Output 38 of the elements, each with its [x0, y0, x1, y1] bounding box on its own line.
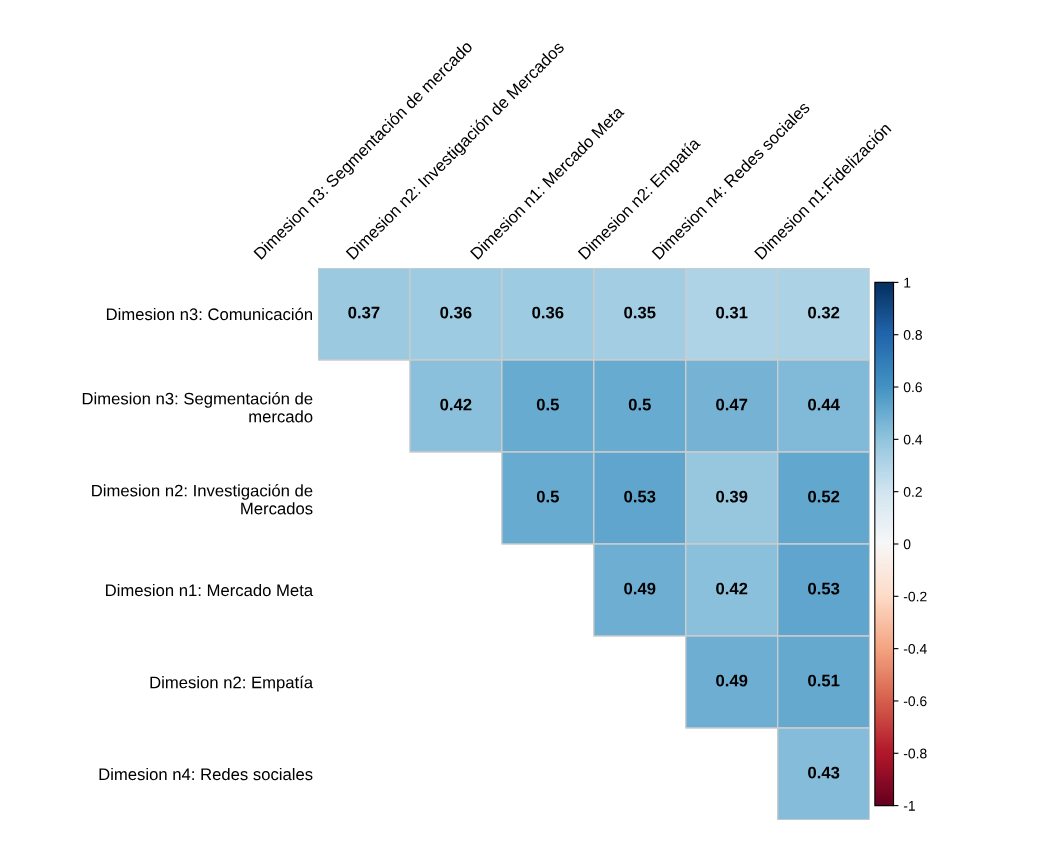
color-bar-label: -0.8: [903, 748, 927, 759]
color-bar-label: -1: [903, 801, 915, 811]
data-label: 0.36: [440, 306, 472, 319]
data-label: 0.39: [716, 490, 748, 503]
color-bar-label: 0.6: [903, 382, 922, 393]
color-bar-label: 0.2: [903, 487, 922, 497]
data-label: 0.37: [348, 306, 380, 319]
data-label: 0.52: [808, 490, 840, 503]
color-bar-label: -0.2: [903, 591, 927, 602]
data-label: 0.5: [536, 398, 559, 411]
data-label: 0.43: [808, 766, 840, 779]
color-bar-label: 0.4: [903, 434, 923, 445]
data-label: 0.42: [440, 398, 472, 411]
y-tick-label: Dimesion n2: Empatía: [150, 675, 314, 692]
data-label: 0.53: [808, 582, 840, 595]
y-tick-label: Dimesion n3: Segmentación de mercado: [82, 392, 313, 423]
color-bar-label: -0.4: [903, 643, 927, 654]
color-bar-label: 0: [903, 539, 911, 550]
data-label: 0.36: [532, 306, 564, 319]
data-label: 0.5: [628, 398, 651, 411]
data-label: 0.53: [624, 490, 656, 503]
data-label: 0.47: [716, 398, 748, 411]
y-tick-label: Dimesion n3: Comunicación: [106, 307, 312, 321]
data-label: 0.49: [624, 582, 656, 595]
data-label: 0.49: [716, 674, 748, 687]
color-bar-label: 1: [904, 277, 911, 288]
data-label: 0.42: [716, 582, 748, 595]
y-tick-label: Dimesion n1: Mercado Meta: [106, 583, 314, 597]
y-tick-label: Dimesion n2: Investigación de Mercados: [92, 484, 313, 515]
color-bar-label: 0.8: [903, 330, 922, 340]
data-label: 0.51: [808, 674, 840, 687]
data-label: 0.32: [808, 306, 840, 319]
data-label: 0.31: [716, 306, 748, 319]
data-label: 0.44: [808, 398, 840, 411]
data-label: 0.35: [624, 306, 656, 319]
data-label: 0.5: [536, 490, 559, 503]
y-tick-label: Dimesion n4: Redes sociales: [99, 767, 313, 781]
color-bar-label: -0.6: [903, 696, 927, 707]
